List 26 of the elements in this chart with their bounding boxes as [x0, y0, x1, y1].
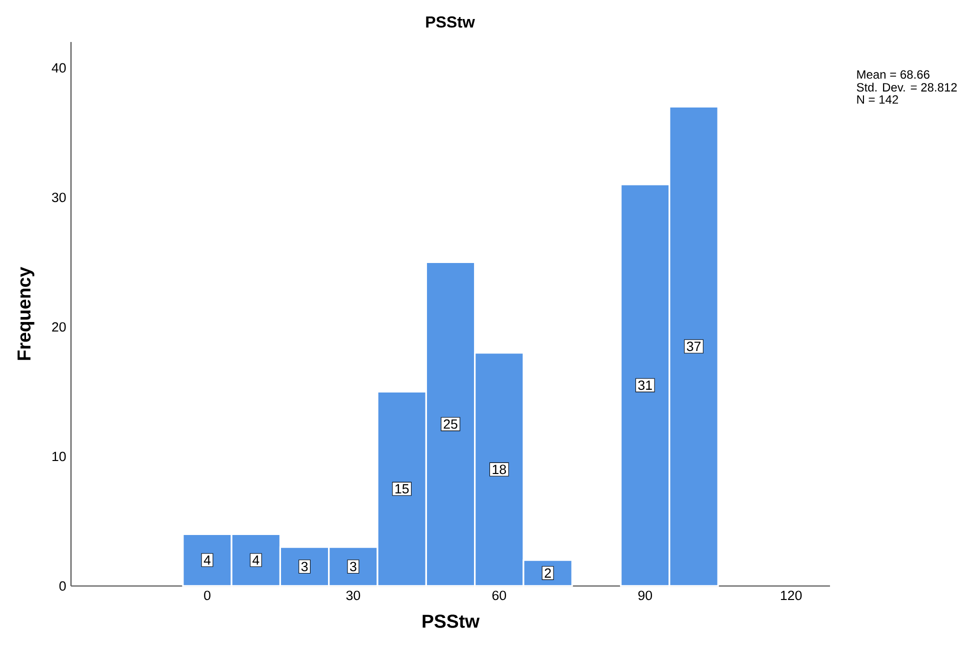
x-tick-label: 0 [204, 590, 210, 600]
y-tick-label: 0 [59, 581, 66, 591]
y-axis-title: Frequency [18, 266, 34, 360]
x-axis-title: PSStw [422, 614, 480, 628]
y-tick-label: 40 [52, 63, 66, 73]
chart-title: PSStw [426, 16, 475, 28]
data-label: 25 [444, 419, 458, 429]
data-label: 37 [686, 342, 701, 352]
data-label: 31 [638, 380, 652, 390]
data-label: 3 [350, 562, 356, 572]
data-label: 2 [544, 568, 551, 578]
data-label: 4 [252, 555, 260, 565]
y-tick-label: 20 [52, 322, 66, 332]
text: Std. Dev. = 28.812 [856, 82, 957, 92]
text: N = 142 [857, 95, 898, 104]
y-tick-label: 30 [52, 192, 66, 202]
x-tick-label: 60 [492, 590, 506, 600]
x-tick-label: 120 [780, 590, 802, 600]
text: Mean = 68.66 [857, 70, 930, 79]
x-tick-label: 30 [346, 590, 360, 600]
y-tick-label: 10 [52, 452, 66, 462]
data-label: 15 [395, 484, 409, 494]
data-label: 18 [492, 464, 506, 474]
data-label: 4 [204, 555, 211, 565]
data-label: 3 [301, 562, 308, 572]
x-tick-label: 90 [638, 590, 652, 600]
